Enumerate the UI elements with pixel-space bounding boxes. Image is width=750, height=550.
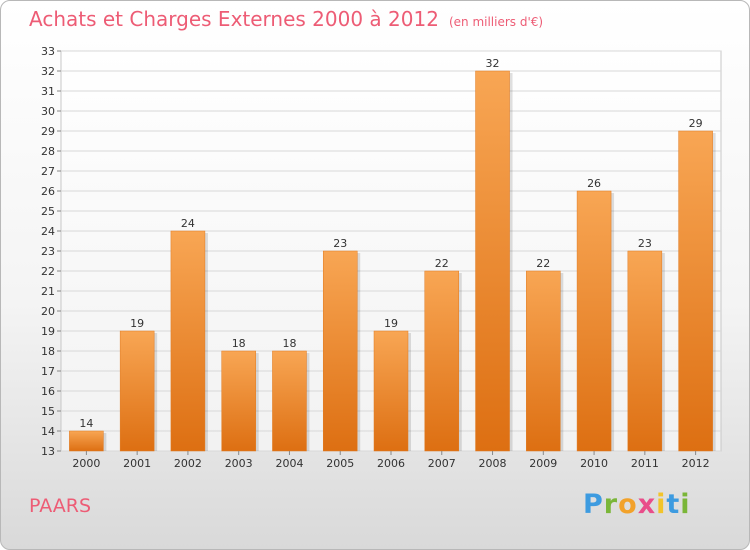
bars <box>69 70 716 452</box>
y-tick-label: 33 <box>41 45 55 58</box>
bar-2006 <box>373 330 409 452</box>
bar-2012 <box>678 130 713 452</box>
y-tick-label: 15 <box>41 405 55 418</box>
x-tick-label: 2005 <box>326 457 354 470</box>
x-tick-label: 2004 <box>275 457 303 470</box>
bar-2005 <box>322 250 358 452</box>
bar-2008 <box>475 70 510 452</box>
y-tick-label: 32 <box>41 65 55 78</box>
data-label: 24 <box>181 217 195 230</box>
data-label: 19 <box>384 317 398 330</box>
y-tick-label: 20 <box>41 305 55 318</box>
logo-letter: x <box>637 489 657 520</box>
y-tick-label: 16 <box>41 385 55 398</box>
data-label: 32 <box>486 57 500 70</box>
logo-letter: r <box>603 489 619 520</box>
bar-2010 <box>576 190 612 452</box>
y-axis-ticks: 13 14 15 16 17 18 19 20 21 22 23 24 25 26 27 28 29 30 31 32… <box>41 45 61 458</box>
logo-letter: P <box>583 489 604 520</box>
y-tick-label: 22 <box>41 265 55 278</box>
x-axis-ticks: 2000 2001 2002 2003 2004 2005 2006 2007 2008 2009… <box>72 451 710 470</box>
y-tick-label: 27 <box>41 165 55 178</box>
y-tick-label: 18 <box>41 345 55 358</box>
x-tick-label: 2002 <box>174 457 202 470</box>
bar-2002 <box>170 230 206 452</box>
data-label: 18 <box>282 337 296 350</box>
data-label: 18 <box>232 337 246 350</box>
commune-name: PAARS <box>29 495 92 517</box>
y-tick-label: 29 <box>41 125 55 138</box>
y-tick-label: 23 <box>41 245 55 258</box>
y-tick-label: 19 <box>41 325 55 338</box>
y-tick-label: 24 <box>41 225 55 238</box>
y-tick-label: 21 <box>41 285 55 298</box>
x-tick-label: 2006 <box>377 457 405 470</box>
x-tick-label: 2008 <box>479 457 507 470</box>
bar-2007 <box>424 270 460 452</box>
y-tick-label: 26 <box>41 185 55 198</box>
x-tick-label: 2003 <box>225 457 253 470</box>
x-tick-label: 2007 <box>428 457 456 470</box>
bar-2011 <box>627 250 663 452</box>
data-label: 22 <box>536 257 550 270</box>
proxiti-logo[interactable]: Proxiti <box>583 489 691 520</box>
data-label: 19 <box>130 317 144 330</box>
y-tick-label: 14 <box>41 425 55 438</box>
x-tick-label: 2010 <box>580 457 608 470</box>
y-tick-label: 28 <box>41 145 55 158</box>
chart-title-text: Achats et Charges Externes 2000 à 2012 <box>29 7 439 31</box>
data-label: 26 <box>587 177 601 190</box>
data-label: 14 <box>79 417 93 430</box>
logo-letter: i <box>656 489 667 520</box>
bar-2003 <box>221 350 256 452</box>
x-tick-label: 2011 <box>631 457 659 470</box>
bar-2004 <box>272 350 307 452</box>
logo-letter: i <box>680 489 691 520</box>
data-labels: 14 19 24 18 18 23 19 22 32 22 26 23 29 <box>79 57 702 430</box>
data-label: 23 <box>333 237 347 250</box>
logo-letter: t <box>666 489 681 520</box>
y-tick-label: 31 <box>41 85 55 98</box>
bar-2000 <box>69 430 104 452</box>
chart-subtitle: (en milliers d'€) <box>448 15 544 29</box>
data-label: 22 <box>435 257 449 270</box>
y-tick-label: 30 <box>41 105 55 118</box>
y-tick-label: 13 <box>41 445 55 458</box>
data-label: 29 <box>689 117 703 130</box>
chart-title: Achats et Charges Externes 2000 à 2012 (e… <box>29 7 543 31</box>
x-tick-label: 2009 <box>529 457 557 470</box>
data-label: 23 <box>638 237 652 250</box>
bar-2009 <box>526 270 561 452</box>
x-tick-label: 2001 <box>123 457 151 470</box>
bar-2001 <box>119 330 155 452</box>
x-tick-label: 2012 <box>682 457 710 470</box>
y-tick-label: 17 <box>41 365 55 378</box>
y-tick-label: 25 <box>41 205 55 218</box>
x-tick-label: 2000 <box>72 457 100 470</box>
logo-letter: o <box>618 489 638 520</box>
